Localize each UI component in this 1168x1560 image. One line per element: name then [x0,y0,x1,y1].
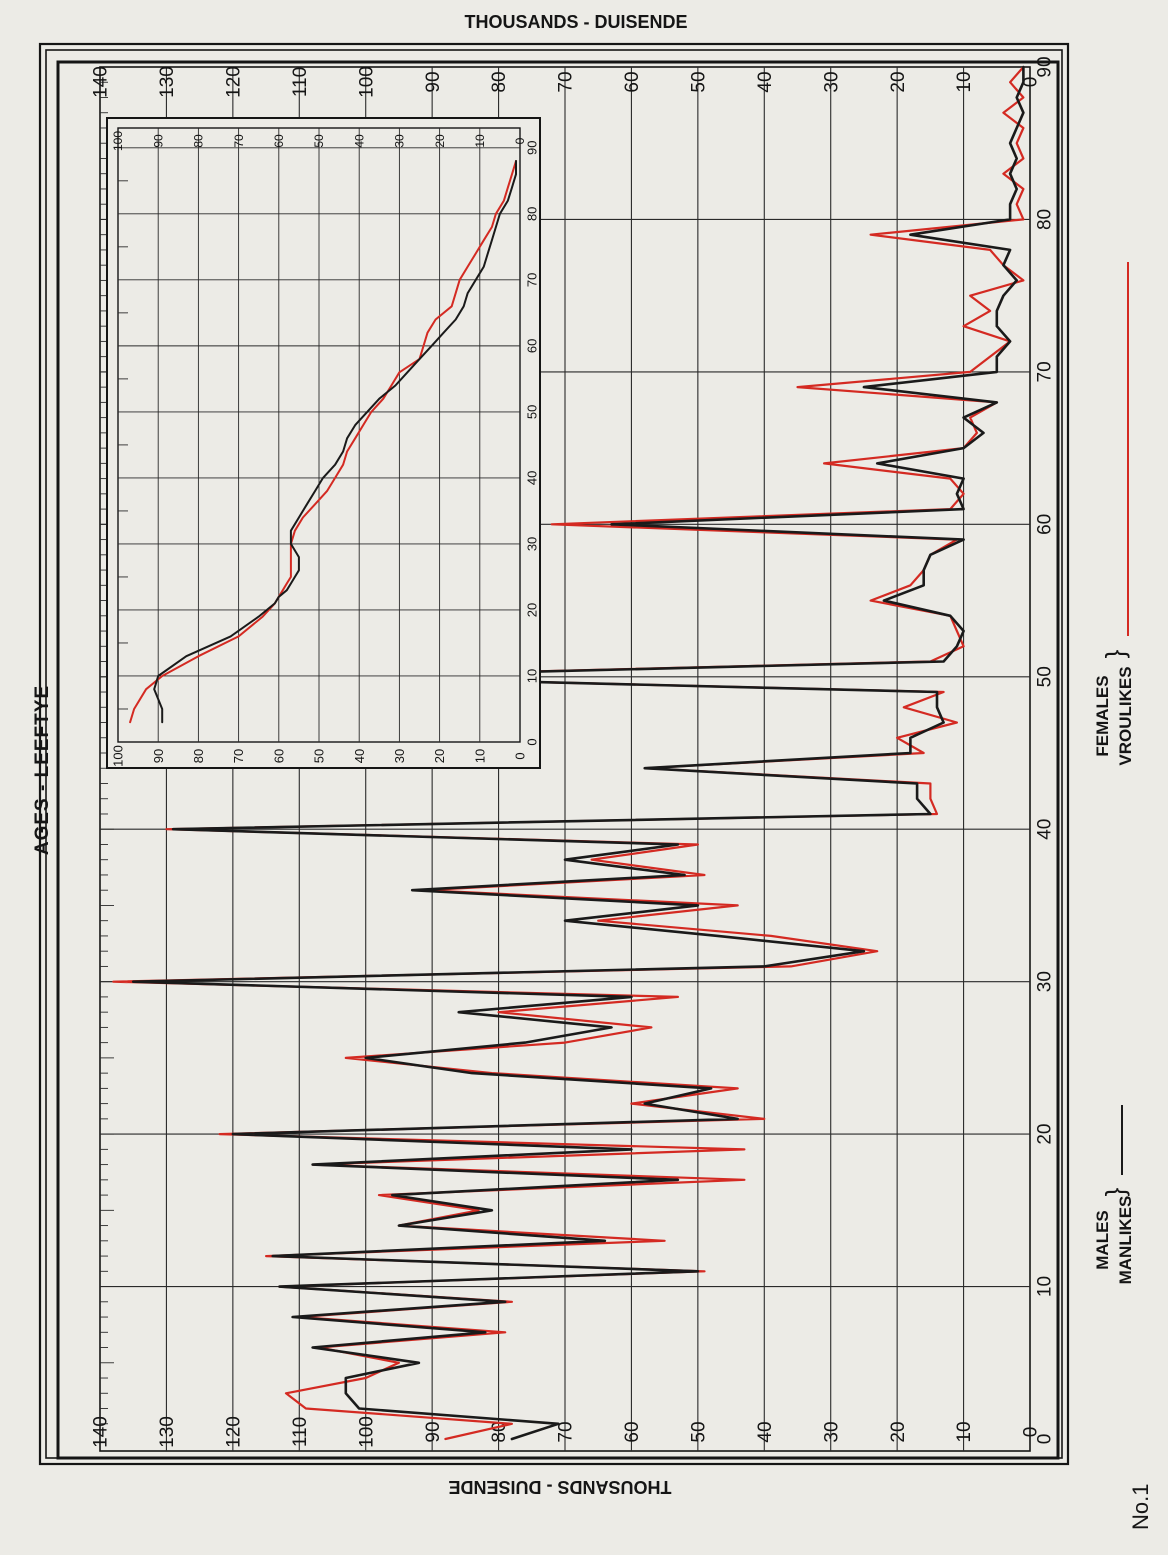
main-value-tick-label-bottom: 60 [622,1421,643,1442]
figure-number: No.1 [1128,1484,1153,1530]
x-axis-title: AGES - LEEFTYE [32,685,53,855]
main-value-tick-label-top: 0 [1021,77,1042,88]
inset-value-tick-label-bottom: 30 [392,749,407,763]
main-value-tick-label-bottom: 70 [556,1421,577,1442]
inset-value-tick-label-top: 20 [433,134,447,148]
main-age-tick-label: 30 [1035,971,1056,992]
legend-males-label-af: MANLIKES [1116,1196,1135,1285]
inset-age-tick-label: 40 [525,471,540,485]
main-age-tick-label: 80 [1035,209,1056,230]
inset-value-tick-label-top: 0 [513,137,527,144]
main-value-tick-label-top: 50 [689,71,710,92]
inset-value-tick-label-top: 10 [473,134,487,148]
main-value-tick-label-bottom: 100 [356,1416,377,1448]
inset-value-tick-label-bottom: 100 [111,745,126,767]
main-value-tick-label-bottom: 110 [290,1417,311,1447]
main-value-tick-label-top: 60 [622,71,643,92]
main-value-tick-label-bottom: 10 [954,1421,975,1442]
main-age-tick-label: 40 [1035,819,1056,840]
main-value-tick-label-top: 100 [356,66,377,98]
inset-value-tick-label-bottom: 0 [513,752,528,759]
inset-grid [118,128,520,742]
main-value-tick-label-bottom: 130 [157,1416,178,1448]
inset-value-tick-label-bottom: 90 [151,749,166,763]
main-series-group [112,65,1025,1441]
inset-value-tick-label-bottom: 10 [472,749,487,763]
main-value-tick-label-top: 30 [821,71,842,92]
legend: MALES MANLIKES } FEMALES VROULIKES } [1093,262,1135,1284]
main-value-tick-label-top: 10 [954,71,975,92]
legend-females-label-af: VROULIKES [1116,666,1135,765]
inset-value-tick-label-top: 60 [272,134,286,148]
inset-value-tick-label-top: 70 [232,134,246,148]
outer-frame [38,42,1070,1466]
main-value-tick-label-bottom: 0 [1021,1427,1042,1438]
main-age-tick-label: 0 [1035,1434,1056,1445]
inset-value-tick-label-top: 100 [111,131,125,151]
inset-value-tick-label-bottom: 50 [312,749,327,763]
main-value-tick-label-bottom: 120 [224,1416,245,1448]
legend-females-label-en: FEMALES [1093,675,1112,756]
main-age-tick-label: 60 [1035,514,1056,535]
main-value-tick-label-top: 40 [755,71,776,92]
inset-value-tick-label-top: 40 [352,134,366,148]
main-value-tick-label-top: 120 [224,66,245,98]
y-axis-title-bottom: THOUSANDS - DUISENDE [448,1477,671,1497]
inset-age-tick-label: 80 [525,207,540,221]
inset-series-group [129,160,517,724]
inset-tick-labels: 0 0 10 10 20 20 30 30 40 40 50 50 60 60 70 70 80 80 90 90 10… [111,131,540,767]
inset-value-tick-label-top: 50 [312,134,326,148]
main-series-line-females [112,65,1025,1441]
inset-value-tick-label-top: 30 [393,134,407,148]
inset-value-tick-label-top: 90 [151,134,165,148]
main-value-tick-label-bottom: 140 [91,1416,112,1448]
main-value-tick-label-top: 130 [157,66,178,98]
main-value-tick-label-top: 90 [423,71,444,92]
y-axis-title-top: THOUSANDS - DUISENDE [464,12,687,32]
main-value-tick-label-top: 80 [489,71,510,92]
inset-age-tick-label: 30 [525,537,540,551]
main-value-tick-label-bottom: 90 [423,1421,444,1442]
main-age-tick-label: 70 [1035,361,1056,382]
main-value-tick-label-bottom: 20 [888,1421,909,1442]
main-value-tick-label-top: 20 [888,71,909,92]
inset-value-tick-label-bottom: 20 [432,749,447,763]
inset-age-tick-label: 0 [525,738,540,745]
main-value-tick-label-bottom: 30 [821,1421,842,1442]
inset-background [106,117,541,769]
inset-value-tick-label-top: 80 [192,134,206,148]
main-value-tick-label-top: 110 [290,67,311,97]
main-age-tick-label: 10 [1035,1276,1056,1297]
inset-value-tick-label-bottom: 80 [191,749,206,763]
main-value-tick-label-top: 140 [91,66,112,98]
inset-age-tick-label: 60 [525,339,540,353]
main-age-tick-label: 20 [1035,1124,1056,1145]
main-age-tick-label: 50 [1035,666,1056,687]
main-age-tick-label: 90 [1035,56,1056,77]
inset-value-tick-label-bottom: 70 [231,749,246,763]
inset-age-tick-label: 20 [525,603,540,617]
inset-age-tick-label: 70 [525,273,540,287]
main-value-tick-label-bottom: 50 [689,1421,710,1442]
inset-age-tick-label: 50 [525,405,540,419]
main-tick-labels: 0010102020303040405050606070708080909010… [91,56,1056,1447]
inset-age-tick-label: 10 [525,669,540,683]
main-series-line-males [131,65,1025,1441]
inset-series-line-males [153,160,517,724]
main-value-tick-label-bottom: 40 [755,1421,776,1442]
inset-age-tick-label: 90 [525,141,540,155]
legend-males-brace: } [1100,1187,1130,1196]
inset-value-tick-label-bottom: 40 [352,749,367,763]
legend-females-brace: } [1100,649,1130,658]
inset-value-tick-label-bottom: 60 [271,749,286,763]
legend-males-label-en: MALES [1093,1210,1112,1270]
main-value-tick-label-top: 70 [556,71,577,92]
